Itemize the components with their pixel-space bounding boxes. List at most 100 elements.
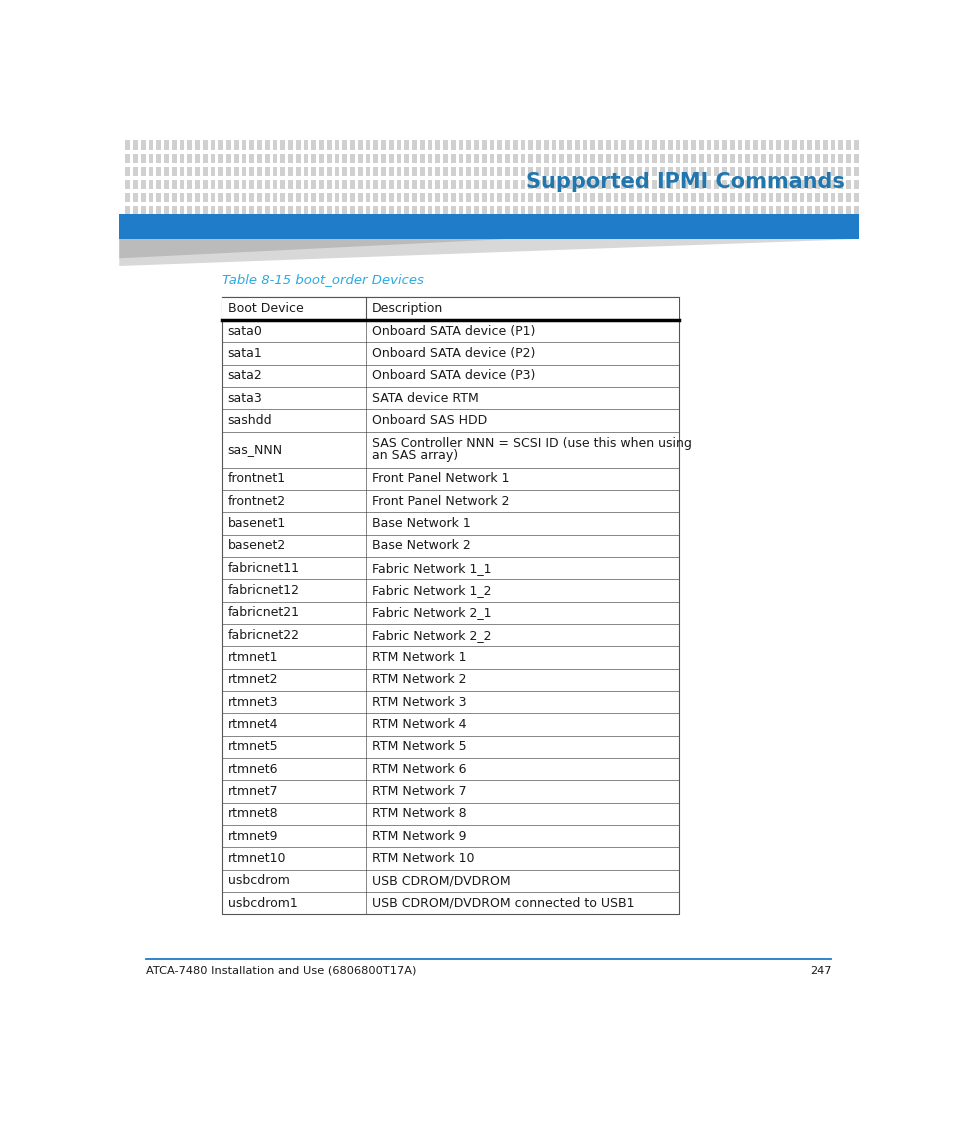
Bar bbox=[427, 219, 432, 228]
Bar bbox=[195, 219, 199, 228]
Text: Boot Device: Boot Device bbox=[228, 302, 303, 315]
Bar bbox=[241, 219, 246, 228]
Polygon shape bbox=[119, 239, 506, 259]
Bar bbox=[667, 153, 672, 163]
Bar bbox=[791, 219, 796, 228]
Bar bbox=[273, 180, 277, 189]
Bar bbox=[845, 206, 850, 215]
Bar bbox=[845, 219, 850, 228]
Bar bbox=[605, 153, 610, 163]
Bar bbox=[598, 206, 602, 215]
Bar bbox=[381, 206, 385, 215]
Bar bbox=[845, 167, 850, 176]
Bar bbox=[845, 192, 850, 202]
Bar bbox=[558, 153, 563, 163]
Bar bbox=[365, 192, 370, 202]
Bar bbox=[342, 219, 347, 228]
Bar bbox=[203, 180, 208, 189]
Bar bbox=[156, 192, 161, 202]
Text: RTM Network 6: RTM Network 6 bbox=[371, 763, 466, 775]
Bar bbox=[691, 219, 695, 228]
Polygon shape bbox=[119, 239, 858, 266]
Bar bbox=[187, 180, 192, 189]
Bar bbox=[141, 153, 146, 163]
Bar bbox=[575, 153, 579, 163]
Text: sata2: sata2 bbox=[228, 369, 262, 382]
Bar bbox=[458, 192, 463, 202]
Bar bbox=[357, 167, 362, 176]
Bar bbox=[806, 141, 811, 150]
Bar bbox=[799, 141, 803, 150]
Bar bbox=[458, 153, 463, 163]
Bar bbox=[652, 219, 657, 228]
Bar bbox=[667, 206, 672, 215]
Bar bbox=[853, 153, 858, 163]
Bar bbox=[427, 141, 432, 150]
Bar bbox=[357, 153, 362, 163]
Bar bbox=[744, 141, 749, 150]
Bar bbox=[675, 206, 679, 215]
Bar bbox=[203, 167, 208, 176]
Bar bbox=[481, 219, 486, 228]
Text: Supported IPMI Commands: Supported IPMI Commands bbox=[525, 172, 843, 192]
Bar bbox=[342, 180, 347, 189]
Bar bbox=[575, 180, 579, 189]
Text: rtmnet7: rtmnet7 bbox=[228, 785, 278, 798]
Bar bbox=[652, 167, 657, 176]
Bar bbox=[620, 167, 625, 176]
Bar bbox=[799, 153, 803, 163]
Bar bbox=[419, 153, 424, 163]
Bar bbox=[133, 153, 137, 163]
Bar bbox=[249, 180, 253, 189]
Bar bbox=[838, 167, 842, 176]
Bar bbox=[396, 192, 401, 202]
Bar bbox=[505, 192, 509, 202]
Bar bbox=[497, 167, 501, 176]
Bar bbox=[280, 192, 285, 202]
Bar bbox=[179, 192, 184, 202]
Bar bbox=[551, 141, 556, 150]
Bar bbox=[474, 180, 478, 189]
Bar bbox=[435, 180, 439, 189]
Bar bbox=[729, 219, 734, 228]
Bar bbox=[327, 192, 332, 202]
Bar bbox=[179, 219, 184, 228]
Bar bbox=[791, 206, 796, 215]
Bar bbox=[706, 192, 711, 202]
Text: rtmnet5: rtmnet5 bbox=[228, 741, 278, 753]
Bar bbox=[222, 297, 679, 915]
Bar bbox=[303, 141, 308, 150]
Bar bbox=[133, 219, 137, 228]
Bar bbox=[714, 153, 719, 163]
Bar bbox=[815, 219, 819, 228]
Bar bbox=[853, 180, 858, 189]
Bar bbox=[342, 167, 347, 176]
Bar bbox=[133, 206, 137, 215]
Text: RTM Network 2: RTM Network 2 bbox=[371, 673, 466, 686]
Bar bbox=[637, 206, 641, 215]
Bar bbox=[404, 219, 409, 228]
Bar bbox=[815, 192, 819, 202]
Bar bbox=[357, 180, 362, 189]
Bar bbox=[513, 180, 517, 189]
Bar bbox=[365, 206, 370, 215]
Bar bbox=[783, 192, 788, 202]
Bar bbox=[481, 192, 486, 202]
Bar bbox=[419, 192, 424, 202]
Bar bbox=[558, 206, 563, 215]
Bar bbox=[613, 206, 618, 215]
Text: Base Network 2: Base Network 2 bbox=[371, 539, 470, 552]
Bar bbox=[396, 141, 401, 150]
Text: frontnet2: frontnet2 bbox=[228, 495, 286, 507]
Bar bbox=[149, 153, 153, 163]
Bar bbox=[335, 141, 339, 150]
Bar bbox=[381, 167, 385, 176]
Bar bbox=[776, 180, 781, 189]
Text: sas_NNN: sas_NNN bbox=[228, 443, 283, 456]
Bar bbox=[513, 167, 517, 176]
Text: sata0: sata0 bbox=[228, 324, 262, 338]
Bar bbox=[226, 180, 231, 189]
Bar bbox=[156, 141, 161, 150]
Text: Description: Description bbox=[371, 302, 442, 315]
Bar bbox=[853, 141, 858, 150]
